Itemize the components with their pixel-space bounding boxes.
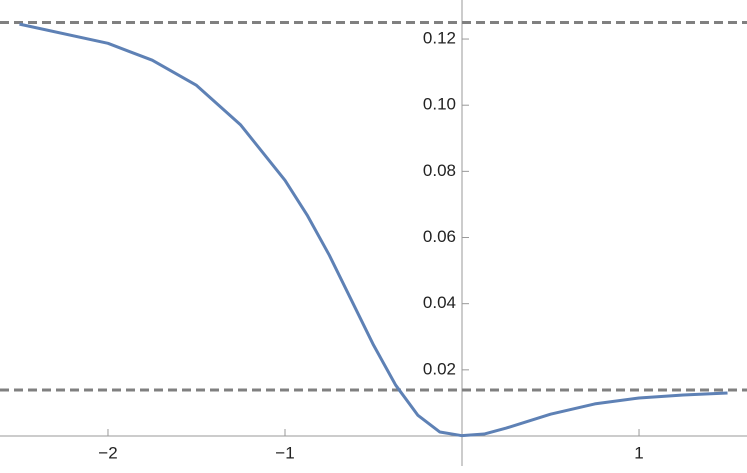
x-tick-label: −1 bbox=[275, 443, 294, 462]
y-tick-label: 0.08 bbox=[423, 161, 456, 180]
x-tick-label: 1 bbox=[634, 443, 643, 462]
y-tick-label: 0.12 bbox=[423, 29, 456, 48]
y-tick-label: 0.02 bbox=[423, 359, 456, 378]
y-tick-label: 0.10 bbox=[423, 95, 456, 114]
y-tick-label: 0.06 bbox=[423, 227, 456, 246]
y-tick-label: 0.04 bbox=[423, 293, 456, 312]
data-line bbox=[19, 22, 728, 438]
x-tick-label: −2 bbox=[98, 443, 117, 462]
